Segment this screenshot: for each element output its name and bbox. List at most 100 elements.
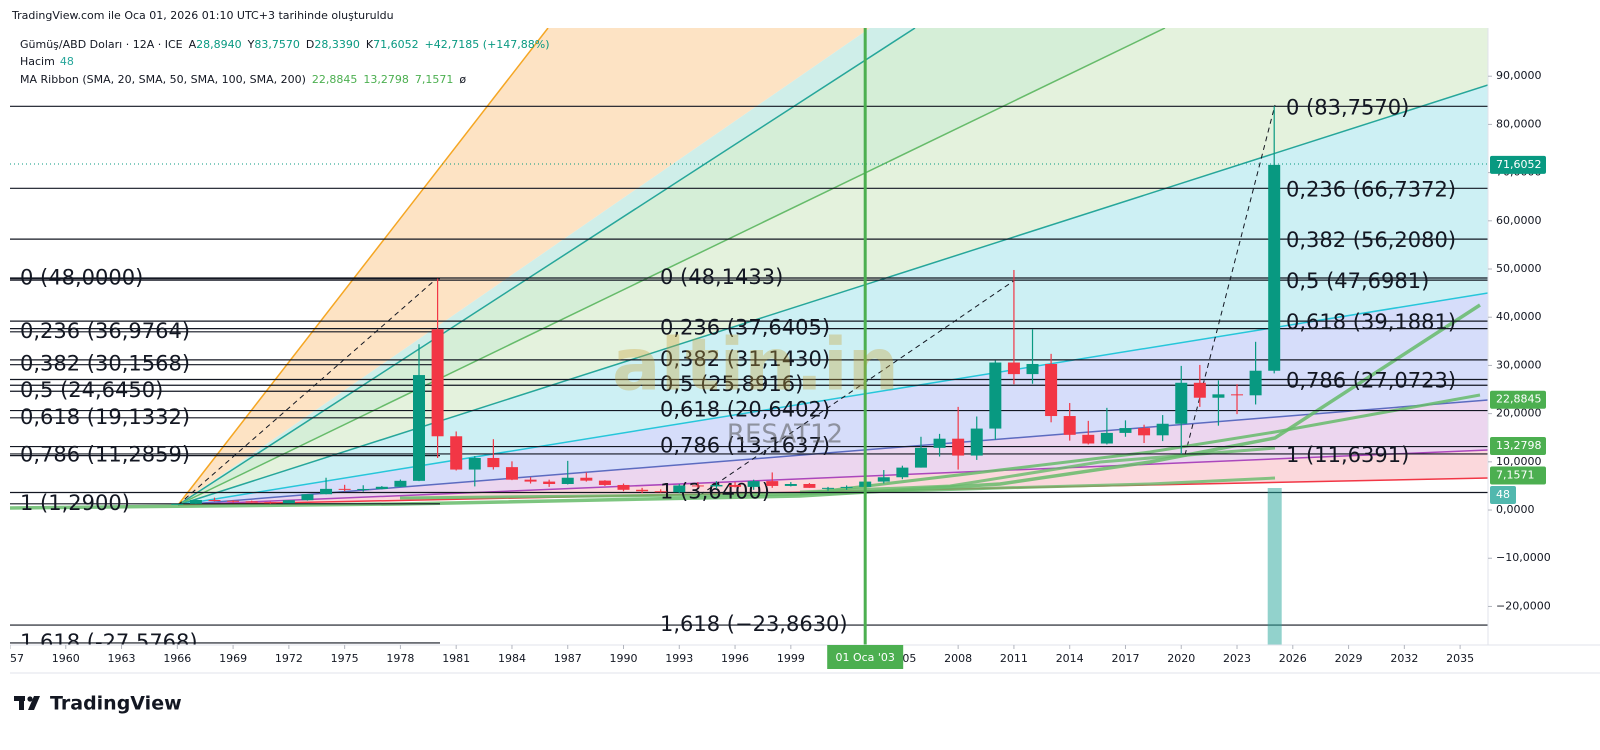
candle-body [487,457,500,468]
fib-label: 0,786 (27,0723) [1286,369,1456,393]
brand-name: TradingView [50,693,182,715]
x-tick-label: 1978 [386,652,414,665]
candle-body [970,428,983,456]
candle-body [1119,428,1132,433]
fan-line [177,84,1488,506]
candle-body [673,485,686,493]
fib-label: 0 (48,1433) [660,265,783,289]
ohlc-key: A [189,38,197,51]
price-badge-label: 71,6052 [1496,158,1542,171]
watermark-logo: altin.in [612,323,899,407]
ohlc-value: 71,6052 [373,38,419,51]
candle-body [189,500,202,504]
x-tick-label: 2029 [1335,652,1363,665]
volume-legend: Hacim 48 [20,55,74,68]
watermark-author: RESAT12 [727,420,843,450]
volume-bar [1267,488,1282,645]
ma-value: 13,2798 [363,73,409,86]
candle-body [320,488,333,495]
candle-body [1138,428,1151,436]
candle-body [933,438,946,448]
candle-body [561,477,574,485]
x-tick-label: 1987 [554,652,582,665]
volume-badge [1490,486,1516,504]
x-tick-label: 2032 [1390,652,1418,665]
candle-body [822,487,835,489]
logo-part [28,696,40,710]
candle-body [580,477,593,481]
fan-line [177,28,549,506]
candle-body [1156,423,1169,436]
trend-dash [699,279,1016,496]
candle-body [1231,394,1244,396]
price-badge-label: 22,8845 [1496,393,1542,406]
y-tick-label: 30,0000 [1496,358,1542,371]
ma-line [799,446,1276,494]
candle-body [914,447,927,468]
candle-body [505,467,518,480]
y-tick-label: −10,0000 [1496,551,1551,564]
candle-body [301,494,314,501]
volume-badge-label: 48 [1496,488,1510,501]
candle-body [1063,416,1076,435]
ohlc-value: 28,3390 [314,38,360,51]
candle-body [208,500,221,502]
volume-label: Hacim [20,55,55,68]
candle-body [1045,363,1058,417]
fib-label: 0,382 (56,2080) [1286,228,1456,252]
candle-body [729,484,742,487]
candle-body [1082,434,1095,444]
x-tick-label: 1996 [721,652,749,665]
candle-body [375,486,388,489]
candle-body [1193,382,1206,398]
y-tick-label: 50,0000 [1496,262,1542,275]
fib-label: 1 (1,2900) [20,491,130,515]
candle-body [1212,394,1225,398]
x-tick-label: 1990 [610,652,638,665]
candle-body [468,457,481,470]
ma-line [799,476,1276,496]
candle-body [543,481,556,485]
candle-body [896,467,909,478]
y-tick-label: 0,0000 [1496,503,1535,516]
x-tick-label: 2026 [1279,652,1307,665]
candle-body [840,486,853,488]
price-badge [1490,437,1546,456]
price-badge [1490,155,1546,174]
candle-body [394,480,407,487]
x-tick-label: 1984 [498,652,526,665]
candle-body [282,500,295,504]
candle-body [598,480,611,485]
x-tick-label: 1975 [331,652,359,665]
fib-label: 0,236 (66,7372) [1286,177,1456,201]
fib-label: 0,618 (39,1881) [1286,310,1456,334]
ma-label: MA Ribbon (SMA, 20, SMA, 50, SMA, 100, S… [20,73,306,86]
ma-icon: ø [459,73,466,86]
ma-value: 22,8845 [312,73,358,86]
candle-body [803,484,816,488]
trend-dash [177,279,436,506]
fib-label: 0,382 (31,1430) [660,347,830,371]
x-tick-label: 1993 [665,652,693,665]
x-tick-label: 1966 [163,652,191,665]
ohlc-value: 28,8940 [196,38,242,51]
fan-line [177,28,916,506]
fib-label: 0,5 (25,8916) [660,372,803,396]
x-tick-label: 1999 [777,652,805,665]
logo-part [19,696,24,710]
x-tick-label: 2014 [1056,652,1084,665]
candle-body [357,488,370,490]
y-tick-label: 10,0000 [1496,455,1542,468]
price-badge [1490,466,1546,485]
x-tick-label: 1957 [0,652,24,665]
fan-line [177,399,1488,506]
x-tick-label: 1960 [52,652,80,665]
candle-body [1100,432,1113,444]
candle-body [710,484,723,487]
x-tick-label: 2020 [1167,652,1195,665]
fib-label: 0,236 (37,6405) [660,316,830,340]
candle-body [264,502,277,504]
candle-body [1268,164,1281,371]
candle-body [450,436,463,470]
